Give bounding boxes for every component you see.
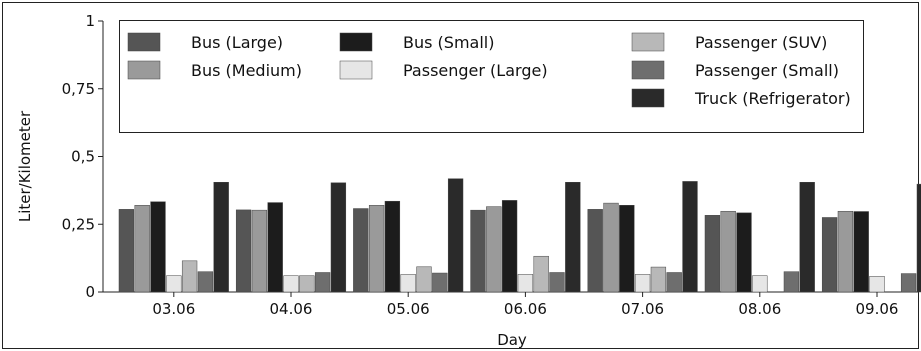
bar [704,215,721,293]
legend-swatch [339,60,373,80]
y-tick-label: 0,25 [62,215,95,233]
legend-swatch [339,32,373,52]
bar [134,205,150,293]
bar [533,255,549,293]
bar [150,201,166,293]
bar [432,272,448,293]
bar [821,217,838,293]
legend-swatch [631,60,665,80]
bar [501,200,518,293]
bar [603,202,619,293]
legend-box [119,20,864,133]
bar [900,273,917,293]
bar [314,272,331,293]
bar [799,181,815,293]
x-tick-label: 03.06 [152,300,195,318]
bar [634,274,651,293]
y-tick-label: 0,5 [71,148,95,166]
x-tick-label: 04.06 [270,300,313,318]
x-tick-label: 06.06 [504,300,547,318]
legend-label: Bus (Medium) [191,61,302,80]
legend-swatch [631,88,665,108]
bar [682,181,698,293]
bar [619,205,635,293]
y-tick-label: 0,75 [62,80,95,98]
y-tick-label: 1 [85,12,95,30]
bar [720,210,736,293]
bar [235,209,252,293]
bar [181,260,198,293]
x-tick-label: 05.06 [387,300,430,318]
bar [565,181,581,293]
x-tick-label: 08.06 [738,300,781,318]
bar [916,183,921,293]
bar [353,208,369,293]
legend-label: Passenger (Large) [403,61,548,80]
x-tick-label: 07.06 [621,300,664,318]
legend-swatch [127,60,161,80]
y-axis-label: Liter/Kilometer [16,110,34,222]
bar [752,275,768,293]
bar [853,211,869,293]
bar [384,200,401,293]
bar [118,209,135,293]
bar [549,272,565,293]
legend-label: Truck (Refrigerator) [694,89,851,108]
bar [166,275,182,293]
bar [299,275,315,293]
bar [869,276,885,293]
legend-swatch [631,32,665,52]
bar [650,266,667,293]
bar [330,182,347,293]
x-tick-label: 09.06 [856,300,899,318]
bar [368,205,385,293]
bar [470,209,486,293]
bar [837,210,854,293]
bar [251,209,268,293]
bar [213,181,229,293]
bar [197,271,214,293]
bar [736,212,752,293]
legend-label: Passenger (Small) [695,61,839,80]
bar [486,206,502,293]
bar [517,274,534,293]
bar [400,274,416,293]
bar [283,275,299,293]
bar [666,272,682,293]
bar [783,271,800,293]
y-tick-label: 0 [85,283,95,301]
bar [267,202,283,293]
bar [416,266,432,293]
legend-label: Passenger (SUV) [695,33,827,52]
legend-swatch [127,32,161,52]
legend-label: Bus (Small) [403,33,494,52]
legend-label: Bus (Large) [191,33,283,52]
x-axis-label: Day [497,331,527,349]
bar [447,178,464,293]
bar [587,209,603,293]
